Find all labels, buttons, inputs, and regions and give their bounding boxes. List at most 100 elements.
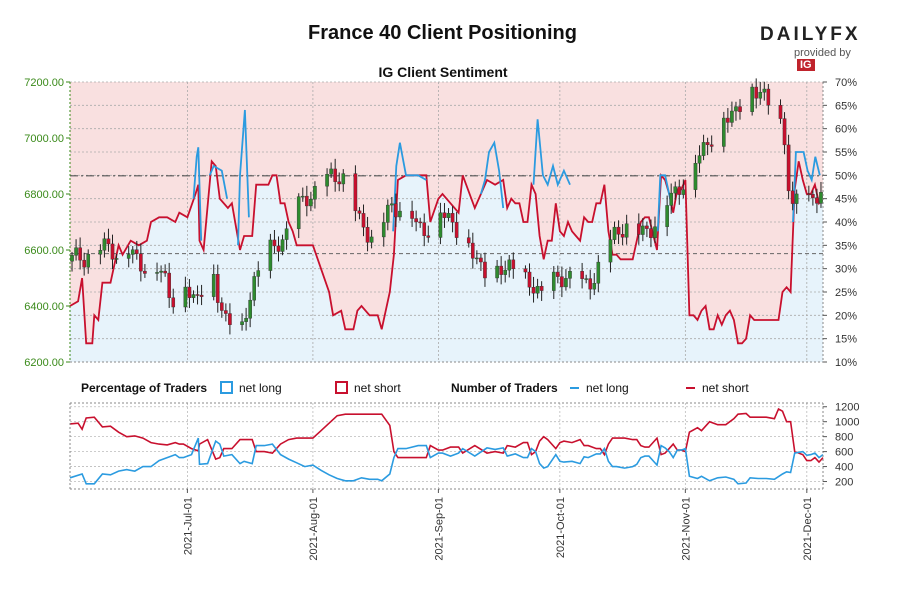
candle-down [677,186,682,195]
candle-down [466,237,471,244]
date-tick-label: 2021-Oct-01 [555,497,567,558]
candle-up [446,213,451,218]
legend-long-line-icon [570,387,579,389]
candle-down [815,197,819,204]
price-tick-label: 7000.00 [24,133,64,145]
legend-pct-long: net long [220,381,282,397]
candle-down [394,203,398,218]
pct-tick-label: 55% [835,147,857,159]
candle-down [556,271,560,277]
candle-up [268,239,273,271]
candle-up [608,239,613,263]
candle-down [705,142,710,145]
candle-up [701,142,706,156]
candle-down [754,86,759,99]
candle-down [778,105,783,119]
candle-up [612,226,617,240]
candle-up [673,186,678,194]
candle-up [730,110,734,123]
pct-tick-label: 40% [835,217,857,229]
candle-up [624,223,629,238]
candle-down [560,276,564,288]
candle-down [224,310,228,314]
candle-up [385,204,390,223]
candle-up [507,259,512,271]
candle-down [807,193,811,196]
candle-up [126,254,131,259]
candle-up [369,236,374,243]
count-panel-bg [70,403,823,489]
pct-tick-label: 50% [835,170,857,182]
candle-down [361,213,366,228]
candle-down [709,144,714,147]
net-long-pct-spike [237,109,250,246]
candle-up [329,168,333,175]
candle-up [240,321,244,325]
pct-tick-label: 25% [835,287,857,299]
candle-down [357,210,362,214]
candle-down [483,261,487,279]
net-long-pct-spike [208,164,228,199]
candle-down [305,195,309,207]
net-short-pct-line [69,159,824,345]
candle-up [114,258,119,260]
candle-down [738,106,742,112]
candle-down [454,222,459,238]
candle-down [333,168,337,182]
price-candles [70,78,823,335]
candle-up [244,318,248,322]
candle-down [82,259,86,268]
legend-num-short: net short [686,381,749,397]
candle-down [337,181,342,185]
candle-down [163,270,167,274]
candle-down [531,287,536,294]
pct-tick-label: 10% [835,357,857,369]
candle-up [74,247,78,256]
candle-up [596,261,601,284]
date-tick-label: 2021-Sep-01 [433,497,445,561]
candle-up [313,185,317,200]
candle-down [442,212,447,218]
candle-down [636,223,641,235]
candle-down [523,268,528,273]
net-long-pct-spike [480,140,505,209]
candle-down [645,225,649,229]
candle-down [195,294,200,296]
candle-up [584,278,588,280]
candle-up [681,189,686,195]
candle-up [211,274,216,297]
pct-tick-label: 35% [835,240,857,252]
candle-down [418,221,422,224]
candle-up [102,238,107,251]
candle-up [159,270,163,273]
pct-tick-label: 45% [835,194,857,206]
candle-up [70,255,74,262]
pct-tick-label: 60% [835,124,857,136]
ig-logo-icon: IG [797,59,815,71]
net-long-pct-spike [392,142,427,232]
candle-up [693,162,698,190]
candle-up [697,155,702,164]
pct-tick-label: 70% [835,77,857,89]
candle-down [790,190,795,204]
net-long-pct-spike [532,119,571,188]
date-tick-label: 2021-Dec-01 [802,497,814,561]
candle-up [130,249,135,255]
candle-up [191,294,196,298]
candle-up [284,228,289,240]
candle-down [134,249,139,254]
pct-tick-label: 65% [835,100,857,112]
pct-tick-label: 30% [835,264,857,276]
candle-down [726,117,730,123]
candle-down [511,259,516,269]
candle-down [499,265,503,275]
candle-down [422,222,427,236]
net-long-count-line [69,437,824,485]
chart-title: France 40 Client Positioning [308,22,577,44]
candle-down [580,270,584,279]
candle-up [390,203,394,206]
candle-down [649,228,653,239]
candle-down [228,313,232,325]
candle-up [665,205,669,227]
net-long-pct-spike [792,151,821,223]
